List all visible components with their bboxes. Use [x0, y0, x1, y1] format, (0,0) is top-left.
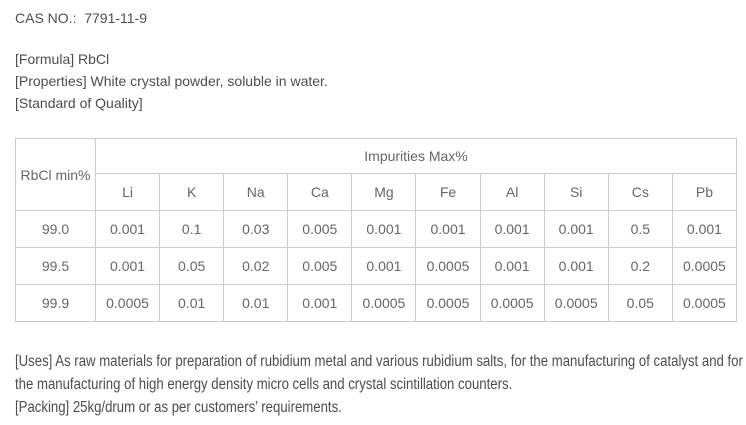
- table-cell: 0.001: [94, 247, 161, 285]
- table-cell: 0.0005: [351, 284, 417, 322]
- table-cell: 0.1: [159, 210, 225, 248]
- table-cell: 0.001: [351, 210, 417, 248]
- table-row: 99.5 0.001 0.05 0.02 0.005 0.001 0.0005 …: [15, 247, 738, 285]
- table-cell: 0.0005: [94, 284, 161, 322]
- table-cell: 0.0005: [415, 247, 481, 285]
- rbcl-grade-cell: 99.0: [15, 210, 96, 248]
- cas-number-line: CAS NO.: 7791-11-9: [15, 10, 148, 26]
- column-header-pb: Pb: [671, 173, 738, 211]
- table-cell: 0.01: [159, 284, 225, 322]
- table-cell: 0.001: [351, 247, 417, 285]
- rbcl-grade-cell: 99.5: [15, 247, 96, 285]
- table-cell: 0.0005: [671, 247, 738, 285]
- table-cell: 0.0005: [543, 284, 609, 322]
- table-row: 99.9 0.0005 0.01 0.01 0.001 0.0005 0.000…: [15, 284, 738, 322]
- table-cell: 0.05: [159, 247, 225, 285]
- column-header-al: Al: [479, 173, 545, 211]
- table-header-row-group: RbCl min% Impurities Max%: [15, 138, 737, 211]
- table-row: 99.0 0.001 0.1 0.03 0.005 0.001 0.001 0.…: [15, 210, 738, 248]
- column-header-cs: Cs: [607, 173, 673, 211]
- bottom-text-block: [Uses] As raw materials for preparation …: [15, 350, 746, 419]
- table-cell: 0.5: [607, 210, 673, 248]
- packing-paragraph: [Packing] 25kg/drum or as per customers’…: [15, 399, 342, 416]
- standard-of-quality-line: [Standard of Quality]: [15, 95, 143, 111]
- table-cell: 0.005: [287, 210, 353, 248]
- table-cell: 0.001: [543, 247, 609, 285]
- column-header-li: Li: [94, 173, 161, 211]
- rbcl-grade-cell: 99.9: [15, 284, 96, 322]
- table-cell: 0.0005: [671, 284, 738, 322]
- table-cell: 0.03: [223, 210, 289, 248]
- column-header-mg: Mg: [351, 173, 417, 211]
- column-header-fe: Fe: [415, 173, 481, 211]
- uses-paragraph: [Uses] As raw materials for preparation …: [15, 353, 743, 393]
- table-cell: 0.001: [543, 210, 609, 248]
- table-cell: 0.001: [671, 210, 738, 248]
- properties-line: [Properties] White crystal powder, solub…: [15, 73, 328, 89]
- table-cell: 0.0005: [415, 284, 481, 322]
- table-cell: 0.02: [223, 247, 289, 285]
- impurities-group-header-cell: Impurities Max%: [95, 138, 737, 174]
- table-cell: 0.05: [607, 284, 673, 322]
- table-cell: 0.005: [287, 247, 353, 285]
- table-cell: 0.001: [479, 210, 545, 248]
- impurities-spec-table: RbCl min% Impurities Max% Li K Na Ca Mg …: [15, 138, 738, 322]
- column-header-k: K: [159, 173, 225, 211]
- column-header-si: Si: [543, 173, 609, 211]
- table-cell: 0.001: [479, 247, 545, 285]
- table-cell: 0.01: [223, 284, 289, 322]
- column-header-ca: Ca: [287, 173, 353, 211]
- table-cell: 0.001: [415, 210, 481, 248]
- table-cell: 0.0005: [479, 284, 545, 322]
- table-cell: 0.001: [287, 284, 353, 322]
- corner-header-cell: RbCl min%: [15, 138, 96, 211]
- table-cell: 0.2: [607, 247, 673, 285]
- column-header-na: Na: [223, 173, 289, 211]
- product-info-block: [Formula] RbCl [Properties] White crysta…: [15, 48, 746, 114]
- table-cell: 0.001: [94, 210, 161, 248]
- formula-line: [Formula] RbCl: [15, 51, 110, 67]
- table-header-row-elements: Li K Na Ca Mg Fe Al Si Cs Pb: [16, 173, 738, 211]
